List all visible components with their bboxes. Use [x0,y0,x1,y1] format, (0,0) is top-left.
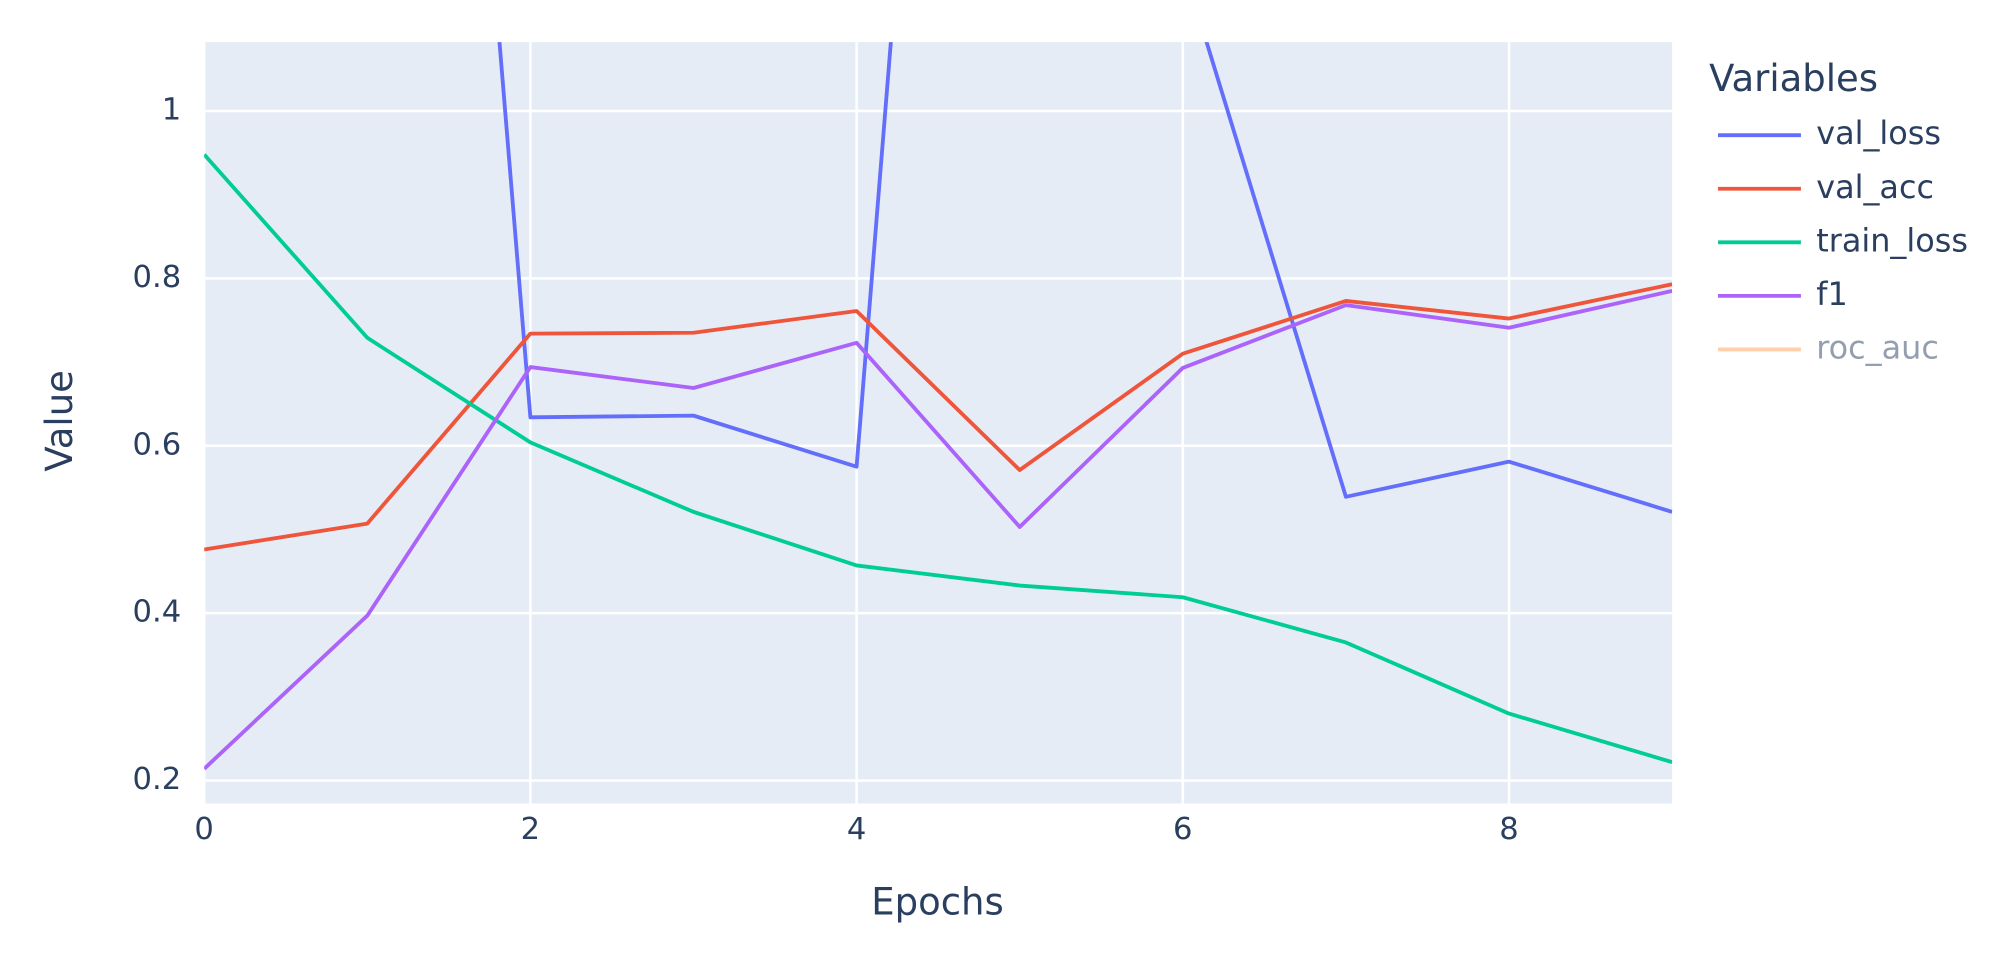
legend-label: f1 [1816,275,1848,313]
x-axis-label: Epochs [871,881,1003,924]
legend-title: Variables [1709,57,1878,100]
x-tick-label: 8 [1499,812,1518,847]
legend: val_loss val_acc train_loss f1 roc_auc [1718,114,1968,366]
legend-item[interactable]: val_acc [1718,168,1934,206]
labels: 0 2 4 6 8 0.2 0.4 0.6 0.8 1 [133,92,1519,846]
lines [204,42,1673,771]
series-line [497,42,1673,514]
legend-label: val_acc [1816,168,1934,206]
series-line [204,153,1673,764]
legend-label: train_loss [1816,221,1968,259]
x-tick-label: 0 [194,812,213,847]
x-tick-label: 2 [521,812,540,847]
x-tick-label: 4 [847,812,866,847]
y-tick-label: 1 [162,92,181,127]
series-line [204,289,1673,771]
y-tick-label: 0.2 [133,762,182,797]
grid [202,42,1673,804]
y-tick-label: 0.8 [133,260,182,295]
legend-label: val_loss [1816,114,1941,152]
y-axis-label: Value [38,370,81,472]
legend-item[interactable]: roc_auc [1718,328,1939,366]
y-tick-label: 0.6 [133,427,182,462]
x-tick-label: 6 [1173,812,1192,847]
legend-item[interactable]: f1 [1718,275,1848,313]
legend-item[interactable]: val_loss [1718,114,1941,152]
series-line [204,282,1673,552]
y-tick-label: 0.4 [133,595,182,630]
legend-label: roc_auc [1816,328,1939,366]
legend-item[interactable]: train_loss [1718,221,1968,259]
